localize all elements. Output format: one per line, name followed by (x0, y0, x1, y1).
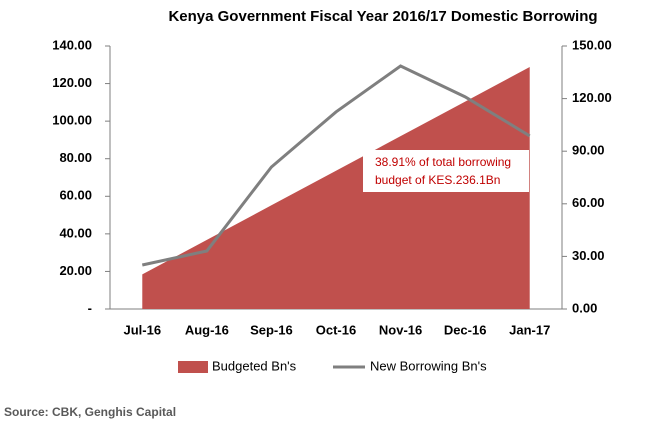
y-tick-label: 120.00 (52, 75, 92, 90)
annotation-box (363, 150, 529, 192)
y2-tick-label: 90.00 (572, 143, 605, 158)
x-tick-label: Sep-16 (250, 322, 293, 337)
y-tick-label: 100.00 (52, 113, 92, 128)
area (142, 67, 530, 309)
x-tick-label: Aug-16 (185, 322, 229, 337)
legend-label: New Borrowing Bn's (370, 358, 487, 373)
x-tick-label: Jul-16 (123, 322, 161, 337)
annotation: budget of KES.236.1Bn (375, 173, 500, 187)
y-tick-label: 60.00 (59, 188, 92, 203)
line (141, 64, 531, 267)
annotation: 38.91% of total borrowing (375, 155, 511, 169)
y2-tick-label: 150.00 (572, 37, 612, 52)
y-tick-label: 140.00 (52, 37, 92, 52)
legend-swatch (178, 361, 208, 373)
chart-title: Kenya Government Fiscal Year 2016/17 Dom… (168, 8, 597, 25)
y-tick-label: 40.00 (59, 225, 92, 240)
legend-label: Budgeted Bn's (212, 358, 297, 373)
source: Source: CBK, Genghis Capital (4, 405, 176, 419)
x-tick-label: Dec-16 (444, 322, 487, 337)
y-tick-label: 80.00 (59, 150, 92, 165)
y-tick-label: 20.00 (59, 263, 92, 278)
y2-tick-label: 0.00 (572, 300, 597, 315)
y2-tick-label: 30.00 (572, 248, 605, 263)
y-tick-label: - (88, 300, 92, 315)
x-tick-label: Nov-16 (379, 322, 422, 337)
y2-tick-label: 60.00 (572, 195, 605, 210)
x-tick-label: Jan-17 (509, 322, 550, 337)
x-tick-label: Oct-16 (316, 322, 356, 337)
y2-tick-label: 120.00 (572, 90, 612, 105)
